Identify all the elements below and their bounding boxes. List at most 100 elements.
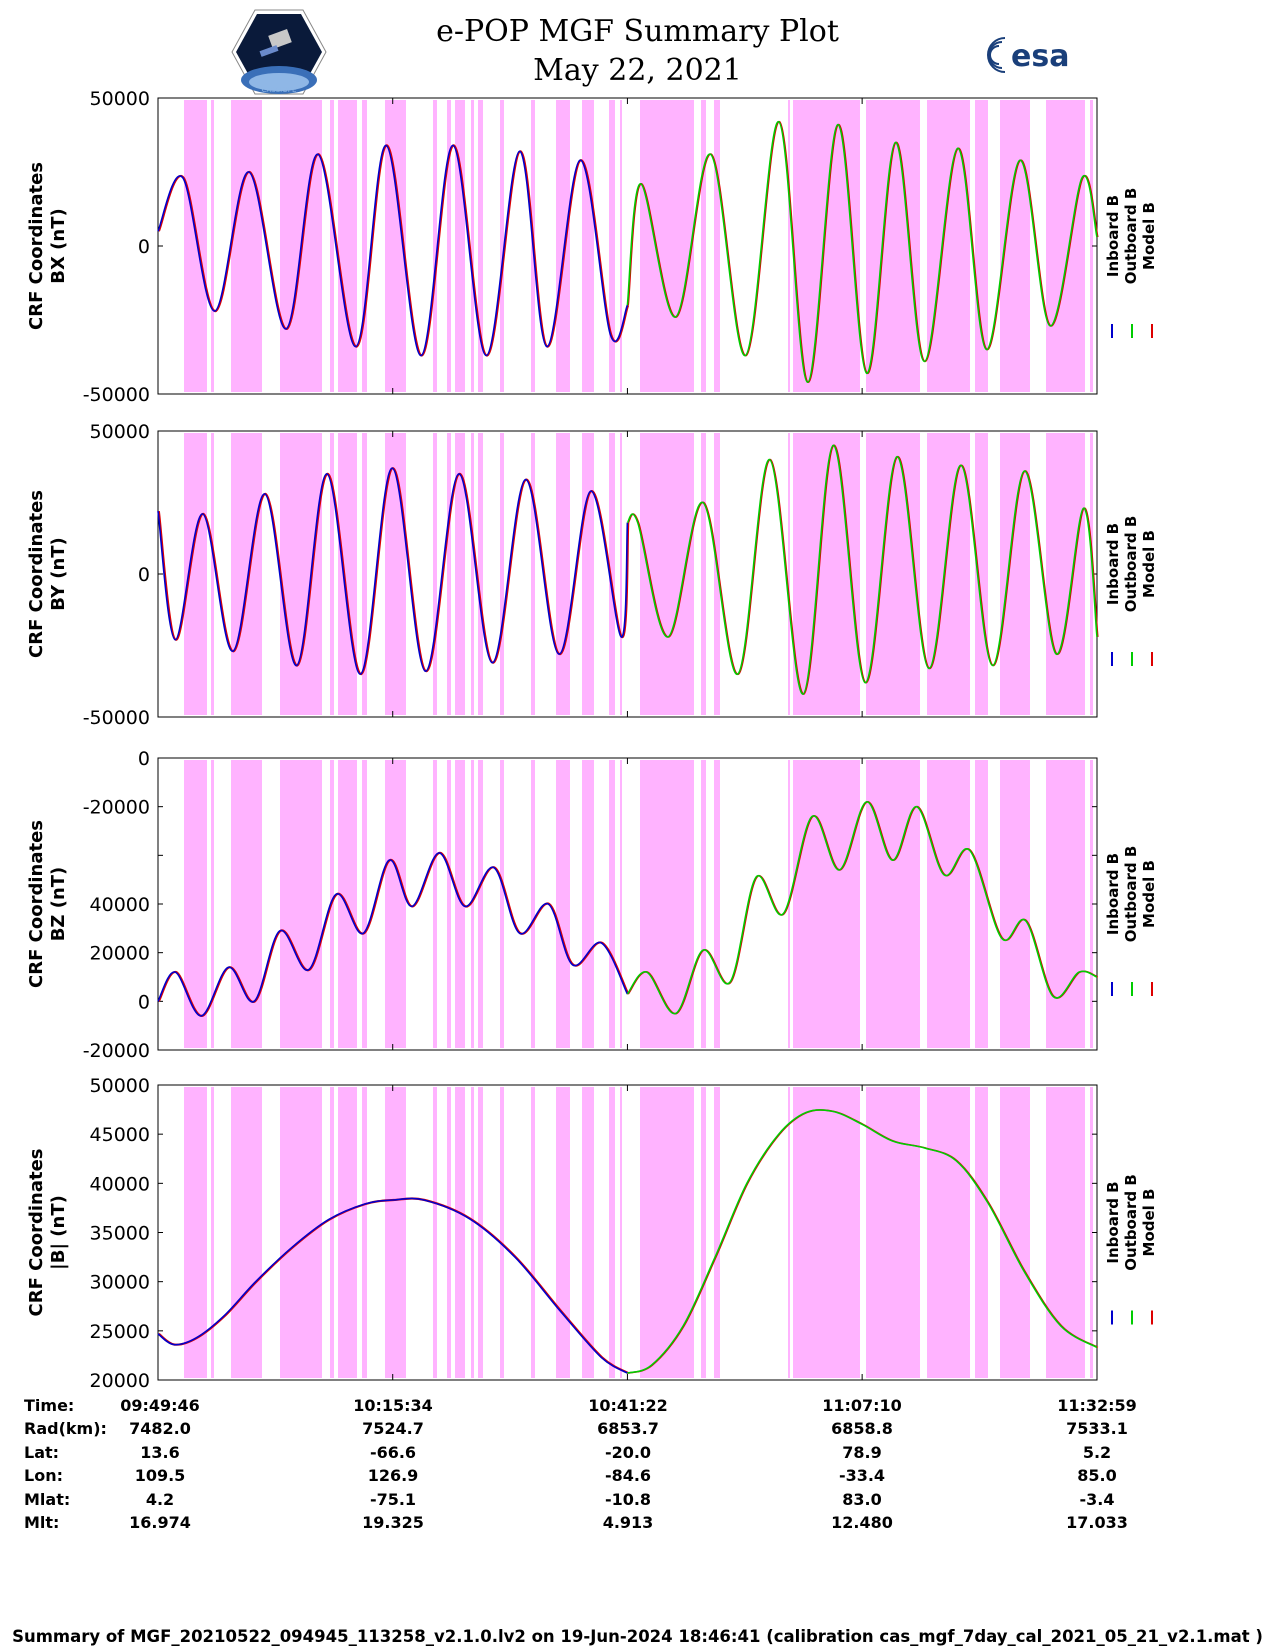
shaded-region [455, 433, 465, 715]
y-tick-label: 20000 [90, 943, 150, 965]
shaded-region [330, 1087, 334, 1378]
y-tick-label: 0 [138, 991, 150, 1013]
y-tick-label: 30000 [90, 1272, 150, 1294]
shaded-region [714, 100, 720, 392]
shaded-region [385, 760, 406, 1048]
shaded-region [385, 100, 406, 392]
legend-label: Model B [1140, 860, 1158, 928]
outboard-b-series-line [626, 444, 1098, 695]
shaded-region [1046, 433, 1085, 715]
cassiope-logo-icon: CASSIOPE [231, 9, 327, 95]
shaded-region [531, 760, 535, 1048]
shaded-region [471, 760, 474, 1048]
y-tick-label: 35000 [90, 1223, 150, 1245]
shaded-region [975, 1087, 988, 1378]
ephemeris-cell: 16.974 [129, 1513, 191, 1532]
shaded-region [478, 760, 483, 1048]
ephemeris-row-label: Rad(km): [24, 1419, 107, 1438]
shaded-region [620, 1087, 622, 1378]
shaded-region [866, 433, 920, 715]
legend-label: Model B [1140, 202, 1158, 270]
shaded-region [556, 760, 570, 1048]
ephemeris-cell: 6858.8 [831, 1419, 893, 1438]
shaded-region [701, 100, 706, 392]
ephemeris-cell: 85.0 [1077, 1466, 1116, 1485]
y-tick-label: 0 [138, 236, 150, 258]
legend-label: Model B [1140, 1189, 1158, 1257]
ephemeris-cell: -33.4 [839, 1466, 885, 1485]
shaded-region [455, 100, 465, 392]
shaded-region [927, 100, 970, 392]
ephemeris-cell: 4.2 [146, 1490, 174, 1509]
shaded-region [714, 433, 720, 715]
shaded-region [362, 100, 367, 392]
shaded-region [701, 760, 706, 1048]
shaded-region [211, 100, 214, 392]
ephemeris-cell: 11:07:10 [822, 1396, 902, 1415]
y-tick-label: 25000 [90, 1321, 150, 1343]
shaded-region [582, 100, 594, 392]
ephemeris-cell: 126.9 [368, 1466, 419, 1485]
footer-caption: Summary of MGF_20210522_094945_113258_v2… [12, 1627, 1263, 1646]
shaded-region [500, 100, 504, 392]
ephemeris-cell: -20.0 [605, 1443, 651, 1462]
shaded-region [620, 100, 622, 392]
shaded-region [478, 1087, 483, 1378]
shaded-region [447, 760, 451, 1048]
shaded-region [455, 760, 465, 1048]
ephemeris-table: Time: Rad(km): Lat: Lon: Mlat: Mlt: 09:49:46 74… [24, 1396, 1137, 1532]
legend-label: Inboard B [1104, 523, 1122, 605]
shaded-region [788, 100, 790, 392]
ephemeris-cell: 09:49:46 [120, 1396, 200, 1415]
shaded-region [788, 1087, 790, 1378]
y-tick-label: 40000 [90, 894, 150, 916]
y-tick-label: -20000 [83, 797, 150, 819]
inboard-b-series-line [157, 1197, 628, 1374]
chart-title: e-POP MGF Summary Plot [436, 14, 839, 49]
shaded-region [556, 433, 570, 715]
ephemeris-cell: 6853.7 [597, 1419, 659, 1438]
ephemeris-row-label: Mlt: [24, 1513, 59, 1532]
shaded-region [609, 433, 615, 715]
ephemeris-cell: 109.5 [135, 1466, 186, 1485]
shaded-region [433, 1087, 437, 1378]
shaded-region [231, 433, 262, 715]
shaded-region [1046, 760, 1085, 1048]
shaded-region [609, 100, 615, 392]
legend-label: Outboard B [1122, 188, 1140, 285]
shaded-region [582, 1087, 594, 1378]
outboard-b-series-line [626, 120, 1098, 384]
shaded-region [338, 433, 357, 715]
legend-label: Inboard B [1104, 195, 1122, 277]
shaded-region [280, 760, 322, 1048]
y-axis-label: CRF Coordinates [26, 490, 47, 658]
shaded-region [211, 433, 214, 715]
shaded-region [338, 1087, 357, 1378]
ephemeris-cell: -10.8 [605, 1490, 651, 1509]
svg-text:esa: esa [1011, 39, 1069, 74]
ephemeris-cell: 10:15:34 [353, 1396, 433, 1415]
y-axis-label: BX (nT) [48, 208, 69, 283]
shaded-region [447, 433, 451, 715]
ephemeris-cell: -75.1 [370, 1490, 416, 1509]
legend-label: Outboard B [1122, 846, 1140, 943]
shaded-region [330, 100, 334, 392]
y-tick-label: -50000 [83, 707, 150, 729]
shaded-region [231, 1087, 262, 1378]
ephemeris-cell: 7482.0 [129, 1419, 191, 1438]
shaded-region [362, 760, 367, 1048]
shaded-region [531, 1087, 535, 1378]
shaded-region [184, 1087, 207, 1378]
shaded-region [330, 433, 334, 715]
shaded-region [1090, 100, 1093, 392]
shaded-region [433, 760, 437, 1048]
shaded-region [975, 100, 988, 392]
shaded-region [433, 100, 437, 392]
y-axis-label: CRF Coordinates [26, 1149, 47, 1317]
shaded-region [500, 433, 504, 715]
inboard-b-series-line [157, 852, 629, 1017]
y-tick-label: -50000 [83, 384, 150, 406]
shaded-region [447, 100, 451, 392]
y-tick-label: 0 [138, 564, 150, 586]
legend-label: Outboard B [1122, 1174, 1140, 1271]
